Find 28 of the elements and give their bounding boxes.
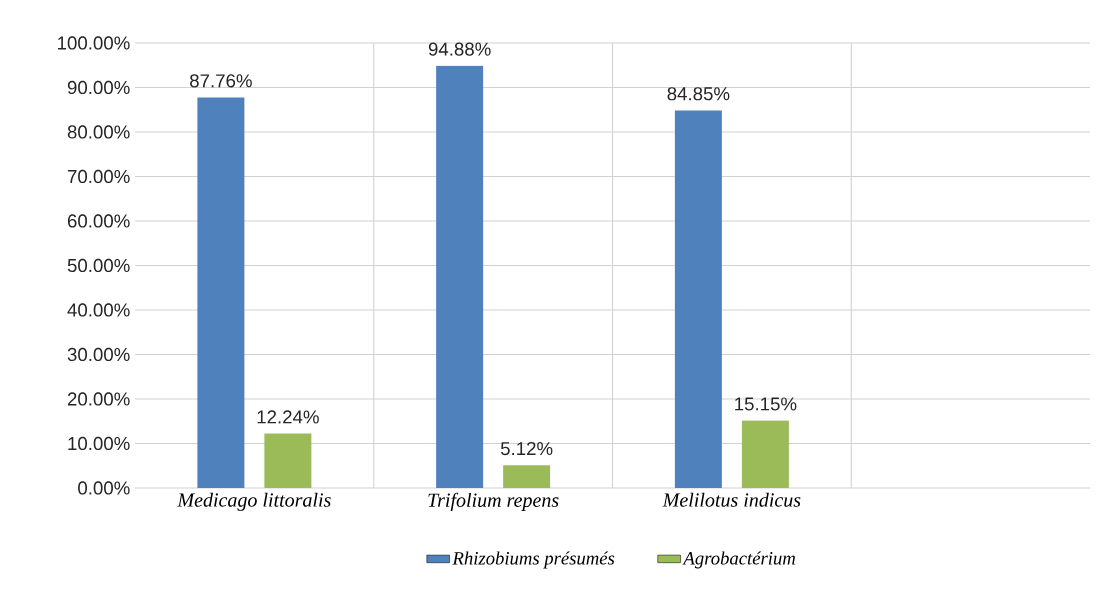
data-label: 84.85% <box>667 87 730 101</box>
legend-label: Agrobactérium <box>682 551 795 569</box>
y-tick-label: 10.00% <box>68 436 130 451</box>
data-label: 15.15% <box>735 397 797 411</box>
y-tick-label: 40.00% <box>67 303 130 317</box>
x-tick-label: Trifolium repens <box>428 492 559 512</box>
bar <box>264 433 312 488</box>
y-tick-label: 70.00% <box>67 169 130 184</box>
data-label: 5.12% <box>500 441 553 456</box>
bar <box>436 65 484 488</box>
bar <box>741 420 789 488</box>
y-tick-label: 80.00% <box>67 125 130 139</box>
data-label: 12.24% <box>257 410 319 424</box>
bar <box>197 97 245 488</box>
y-tick-label: 100.00% <box>58 36 130 50</box>
y-tick-label: 50.00% <box>67 258 130 273</box>
y-tick-label: 0.00% <box>78 481 130 495</box>
y-tick-label: 90.00% <box>67 80 130 95</box>
data-label: 87.76% <box>190 74 252 88</box>
x-tick-label: Melilotus indicus <box>662 492 801 507</box>
legend-label: Rhizobiums présumés <box>452 551 615 569</box>
bar <box>503 465 551 488</box>
y-tick-label: 30.00% <box>67 347 130 362</box>
x-tick-label: Medicago littoralis <box>177 492 331 511</box>
bar <box>674 110 722 488</box>
data-label: 94.88% <box>428 42 491 56</box>
y-tick-label: 60.00% <box>67 214 130 228</box>
y-tick-label: 20.00% <box>67 392 130 406</box>
